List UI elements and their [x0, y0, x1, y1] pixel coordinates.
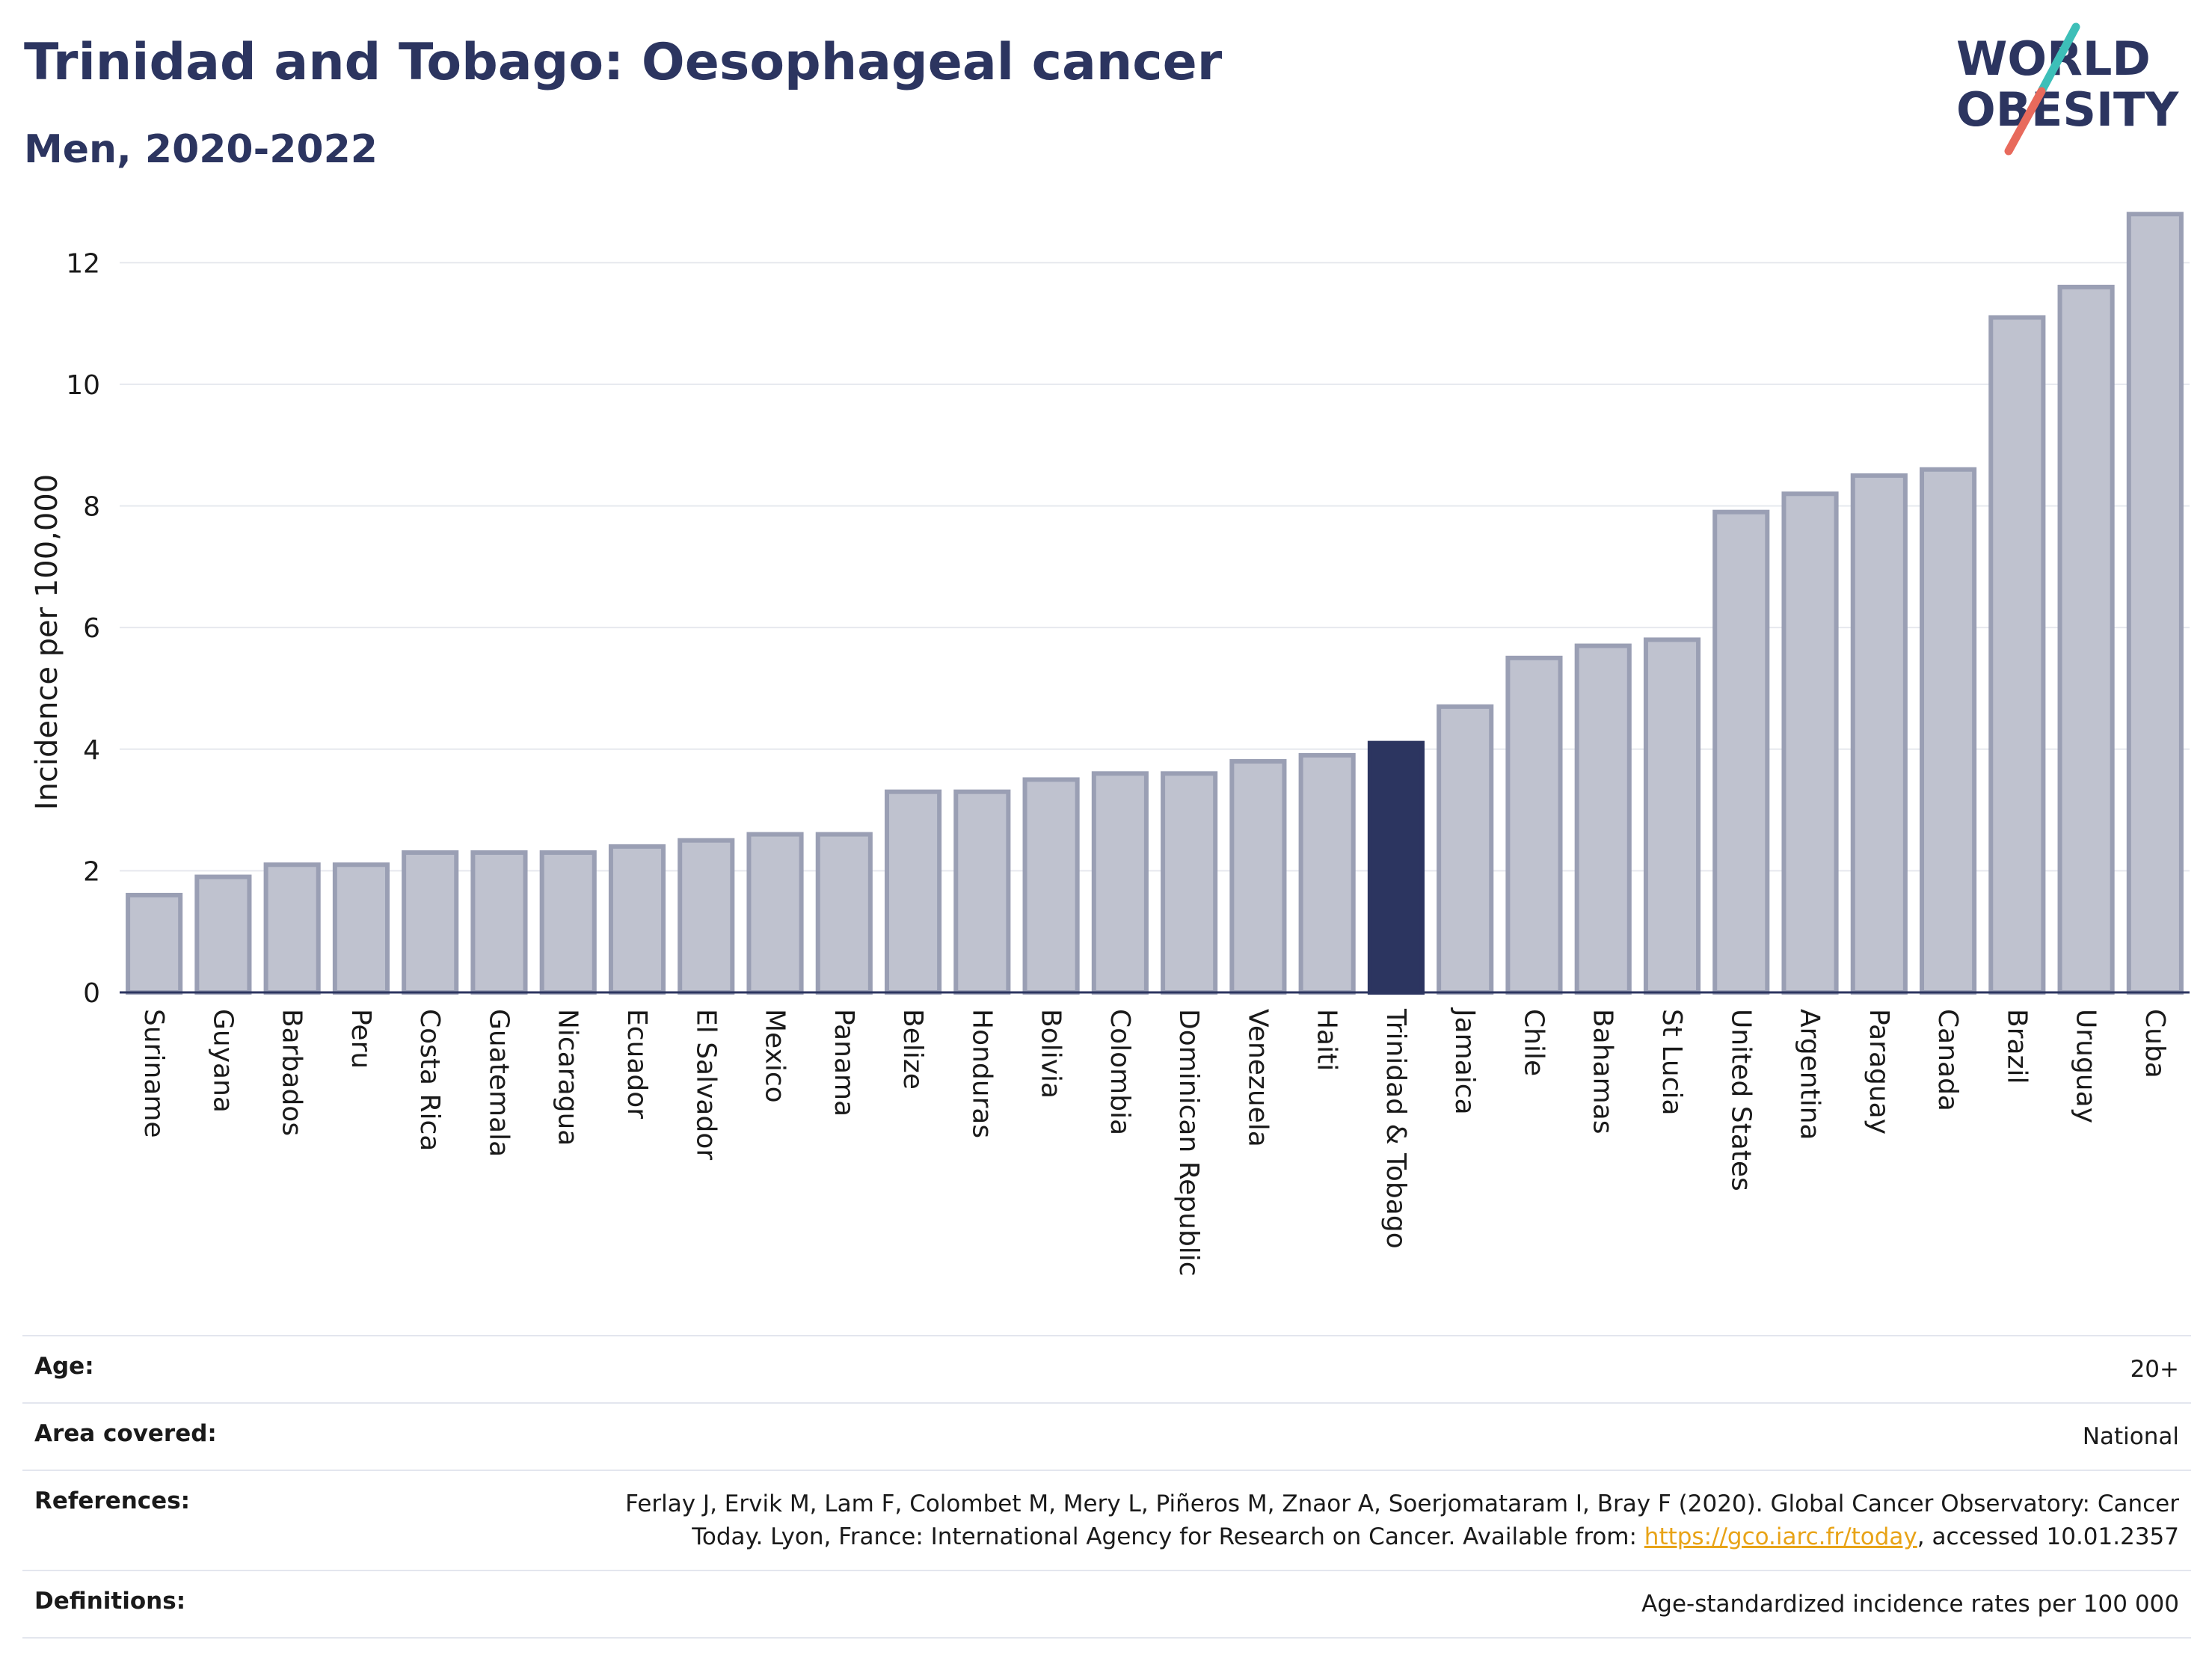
y-tick-label: 0 — [83, 978, 100, 1009]
bar — [1643, 637, 1701, 995]
bar — [1437, 704, 1494, 995]
bar — [1920, 467, 1977, 995]
references-line-2: Today. Lyon, France: International Agenc… — [692, 1523, 1644, 1550]
x-tick-label: Mexico — [760, 1009, 790, 1103]
info-row-definitions: Definitions: Age-standardized incidence … — [22, 1570, 2191, 1638]
definitions-value: Age-standardized incidence rates per 100… — [1641, 1591, 2179, 1618]
x-tick-label: Dominican Republic — [1173, 1009, 1204, 1277]
bar — [1505, 655, 1563, 995]
bar — [126, 892, 183, 995]
y-tick-label: 2 — [83, 856, 100, 887]
area-label: Area covered: — [34, 1420, 217, 1447]
x-tick-label: Barbados — [277, 1009, 307, 1136]
x-tick-label: Cuba — [2139, 1009, 2170, 1078]
x-tick-label: Nicaragua — [553, 1009, 583, 1146]
x-tick-label: Suriname — [138, 1009, 169, 1138]
x-tick-label: Guatemala — [483, 1009, 514, 1157]
chart-subtitle: Men, 2020-2022 — [24, 127, 378, 172]
y-axis-title: Incidence per 100,000 — [30, 474, 64, 811]
age-value: 20+ — [2130, 1356, 2179, 1383]
x-tick-label: Haiti — [1312, 1009, 1342, 1071]
bar — [1712, 509, 1770, 995]
logo-slash-teal — [2037, 22, 2080, 96]
bar — [2126, 212, 2184, 995]
bar — [1574, 643, 1632, 995]
bar — [1161, 771, 1218, 995]
x-tick-label: Costa Rica — [414, 1009, 445, 1151]
x-tick-label: United States — [1725, 1009, 1756, 1191]
world-obesity-logo: WORLD OBESITY — [1956, 22, 2179, 156]
bar — [470, 850, 528, 995]
bar — [885, 789, 942, 995]
bar — [608, 844, 666, 995]
x-tick-label: St Lucia — [1656, 1009, 1687, 1116]
bar — [2057, 284, 2115, 995]
bar — [1091, 771, 1149, 995]
x-tick-label: Uruguay — [2071, 1009, 2101, 1123]
info-row-area: Area covered: National — [22, 1403, 2191, 1470]
references-label: References: — [34, 1487, 191, 1514]
y-axis-ticks: 0 2 4 6 8 10 12 — [66, 248, 100, 1009]
x-tick-label: Brazil — [2001, 1009, 2032, 1084]
chart-title: Trinidad and Tobago: Oesophageal cancer — [24, 33, 1223, 92]
x-tick-label: El Salvador — [690, 1009, 721, 1160]
bar — [815, 832, 873, 995]
x-tick-label: Canada — [1932, 1009, 1963, 1111]
logo-word-obesity: OBESITY — [1956, 82, 2179, 137]
x-tick-label: Panama — [829, 1009, 859, 1117]
bar — [263, 862, 321, 995]
references-value: Ferlay J, Ervik M, Lam F, Colombet M, Me… — [360, 1470, 2191, 1570]
x-tick-label: Trinidad & Tobago — [1380, 1008, 1411, 1249]
x-tick-label: Bahamas — [1588, 1009, 1618, 1134]
bar-highlighted — [1367, 740, 1425, 995]
references-line-1: Ferlay J, Ervik M, Lam F, Colombet M, Me… — [625, 1490, 2179, 1517]
bar — [1298, 752, 1356, 995]
logo-word-world: WORLD — [1956, 31, 2151, 86]
references-accessed: , accessed 10.01.2357 — [1917, 1523, 2179, 1550]
bar — [539, 850, 597, 995]
x-tick-label: Honduras — [966, 1009, 997, 1138]
bar — [1229, 759, 1287, 995]
bar — [402, 850, 459, 995]
y-tick-label: 4 — [83, 735, 100, 766]
bar-chart: 0 2 4 6 8 10 12 Suriname Guyana Barbados Peru Cost… — [30, 212, 2190, 1277]
x-tick-label: Peru — [345, 1009, 376, 1069]
info-table: Age: 20+ Area covered: National Referenc… — [22, 1335, 2191, 1639]
bar — [1850, 473, 1908, 995]
bars — [126, 212, 2184, 995]
logo-slash-coral — [2004, 87, 2046, 156]
info-row-age: Age: 20+ — [22, 1336, 2191, 1403]
x-tick-label: Ecuador — [621, 1009, 652, 1119]
bar — [953, 789, 1011, 995]
x-tick-label: Bolivia — [1036, 1009, 1066, 1099]
x-tick-label: Argentina — [1795, 1009, 1825, 1140]
info-row-references: References: Ferlay J, Ervik M, Lam F, Co… — [22, 1470, 2191, 1570]
bar — [332, 862, 390, 995]
bar — [1781, 491, 1839, 995]
x-tick-label: Guyana — [207, 1009, 238, 1113]
bar — [194, 874, 252, 995]
area-value: National — [2082, 1423, 2179, 1450]
bar — [1022, 777, 1080, 995]
x-tick-label: Colombia — [1105, 1009, 1135, 1135]
x-tick-label: Venezuela — [1242, 1009, 1273, 1147]
y-tick-label: 10 — [66, 370, 100, 401]
y-tick-label: 8 — [83, 492, 100, 523]
x-tick-label: Belize — [897, 1009, 928, 1090]
references-link[interactable]: https://gco.iarc.fr/today — [1644, 1523, 1917, 1550]
x-tick-label: Jamaica — [1449, 1007, 1480, 1115]
bar — [678, 838, 735, 995]
definitions-label: Definitions: — [34, 1588, 186, 1615]
gridlines — [120, 262, 2190, 872]
x-tick-label: Chile — [1518, 1009, 1549, 1076]
x-tick-label: Paraguay — [1864, 1009, 1894, 1134]
y-tick-label: 12 — [66, 248, 100, 279]
bar — [746, 832, 804, 995]
y-tick-label: 6 — [83, 613, 100, 644]
x-axis-labels: Suriname Guyana Barbados Peru Costa Rica Guat… — [138, 1007, 2170, 1277]
bar — [1988, 315, 2046, 995]
age-label: Age: — [34, 1353, 94, 1380]
